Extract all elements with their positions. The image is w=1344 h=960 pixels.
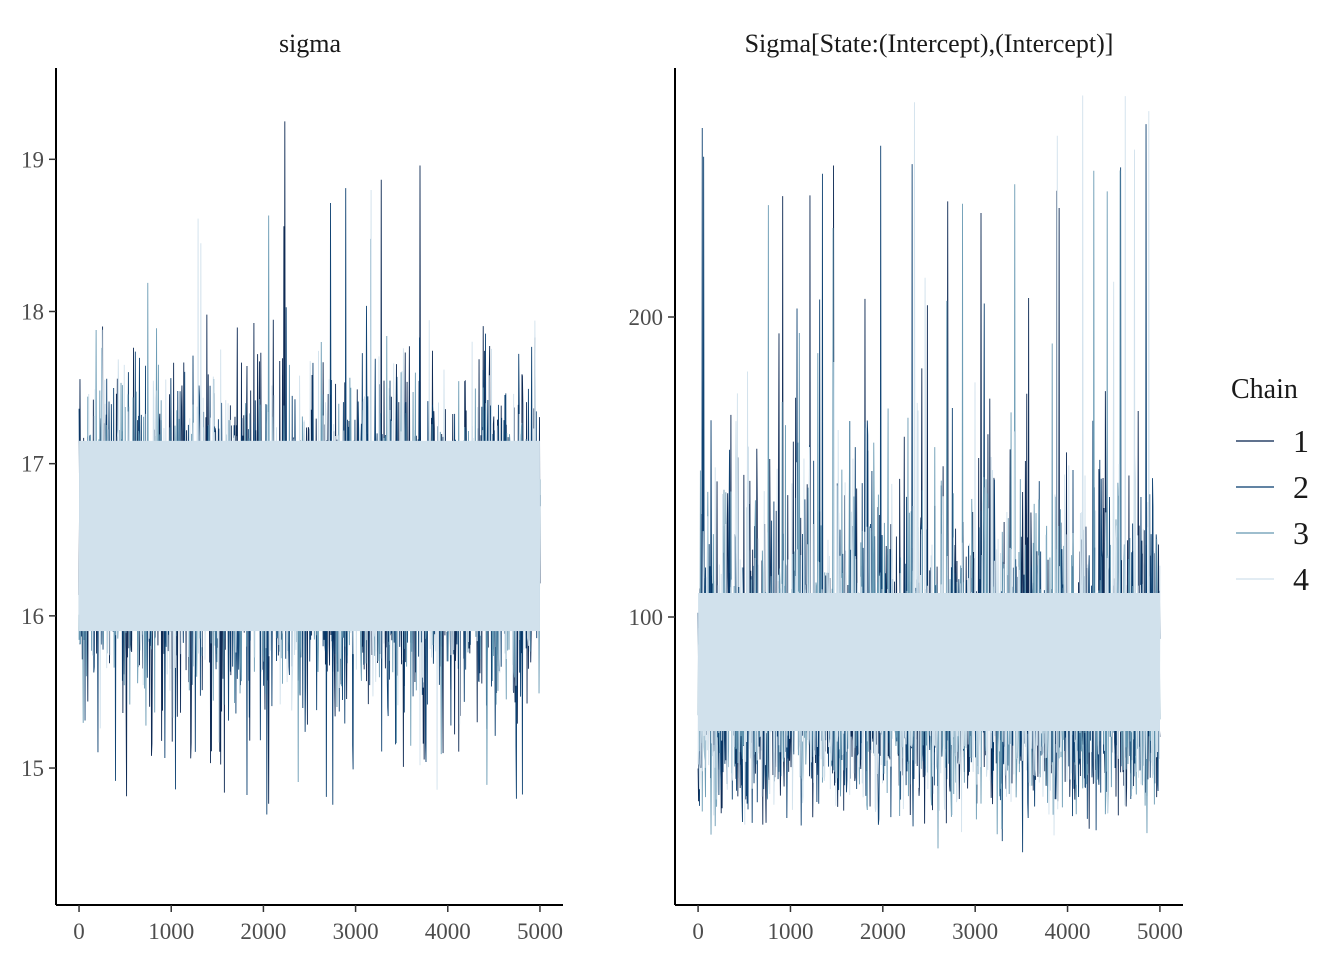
x-tick-label: 2000 xyxy=(860,919,906,944)
y-tick-label: 100 xyxy=(629,605,664,630)
panel-2: Sigma[State:(Intercept),(Intercept)] 0 100… xyxy=(629,29,1183,944)
y-tick-label: 17 xyxy=(21,452,44,477)
panel-title: Sigma[State:(Intercept),(Intercept)] xyxy=(745,29,1114,58)
legend-label: 1 xyxy=(1293,423,1309,459)
legend-label: 4 xyxy=(1293,561,1309,597)
plot-area xyxy=(78,121,541,815)
x-tick-label: 4000 xyxy=(1045,919,1091,944)
trace-dense-band xyxy=(79,440,540,632)
x-tick-label: 2000 xyxy=(240,919,286,944)
legend-title: Chain xyxy=(1231,374,1298,405)
panel-1: sigma 0 1000 2000 3000 4000 5000 15 16 17 18 19 xyxy=(21,29,563,944)
legend-label: 3 xyxy=(1293,515,1309,551)
trace-dense-band xyxy=(698,593,1160,731)
x-tick-label: 1000 xyxy=(148,919,194,944)
y-tick-label: 19 xyxy=(21,147,44,172)
y-tick-label: 18 xyxy=(21,299,44,324)
x-tick-label: 4000 xyxy=(425,919,471,944)
plot-area xyxy=(697,95,1161,853)
x-tick-label: 3000 xyxy=(333,919,379,944)
x-tick-label: 1000 xyxy=(767,919,813,944)
legend-item-3: 3 xyxy=(1236,515,1309,551)
legend-item-4: 4 xyxy=(1236,561,1309,597)
legend: Chain 1 2 3 4 xyxy=(1231,374,1309,597)
legend-label: 2 xyxy=(1293,469,1309,505)
y-tick-label: 200 xyxy=(629,305,664,330)
x-tick-label: 0 xyxy=(73,919,85,944)
x-tick-label: 5000 xyxy=(1137,919,1183,944)
y-tick-label: 15 xyxy=(21,756,44,781)
legend-item-1: 1 xyxy=(1236,423,1309,459)
y-tick-label: 16 xyxy=(21,604,44,629)
x-tick-label: 3000 xyxy=(952,919,998,944)
legend-item-2: 2 xyxy=(1236,469,1309,505)
panel-title: sigma xyxy=(279,29,342,58)
x-tick-label: 0 xyxy=(692,919,704,944)
x-tick-label: 5000 xyxy=(517,919,563,944)
